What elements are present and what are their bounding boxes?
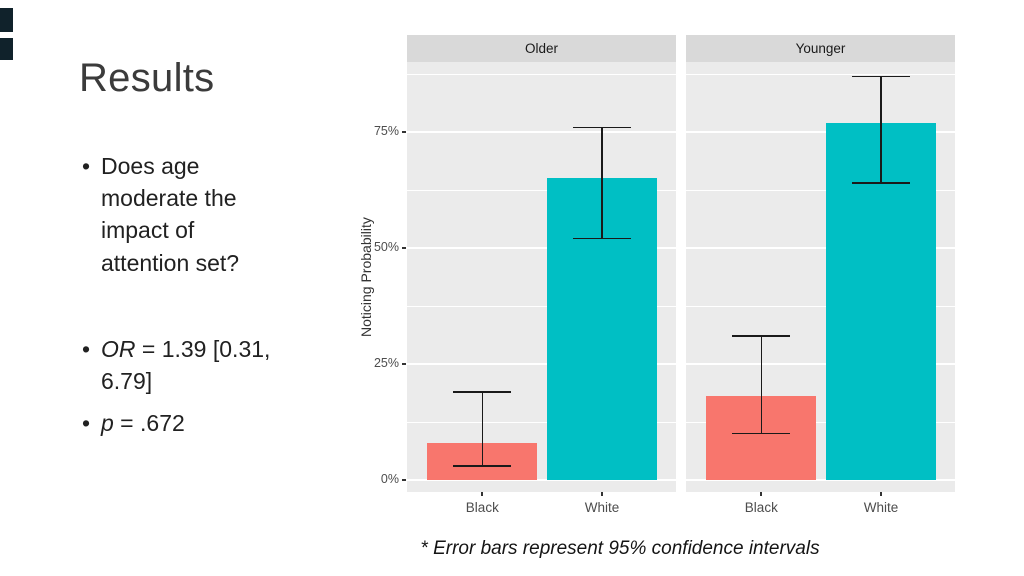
y-tick-label: 50% bbox=[373, 240, 399, 254]
error-bar-line bbox=[880, 76, 882, 184]
chart-footnote: * Error bars represent 95% confidence in… bbox=[420, 538, 820, 559]
major-gridline bbox=[686, 247, 955, 249]
bullet-text: = .672 bbox=[113, 410, 185, 437]
bullet-text-italic: OR bbox=[101, 335, 136, 362]
y-tick-mark bbox=[402, 479, 406, 481]
facet-panel: Older Black White bbox=[407, 35, 676, 522]
major-gridline bbox=[686, 363, 955, 365]
slide-title: Results bbox=[79, 56, 215, 100]
y-axis: 0% 25% 50% 75% bbox=[355, 35, 406, 522]
error-bar-cap bbox=[732, 335, 791, 337]
bullet-list: Does age moderate the impact of attentio… bbox=[82, 150, 282, 440]
minor-gridline bbox=[686, 421, 955, 423]
error-bar-cap bbox=[573, 237, 632, 240]
x-tick-label: Black bbox=[744, 500, 778, 515]
error-bar-line bbox=[481, 391, 484, 467]
error-bar-cap bbox=[453, 465, 512, 467]
x-tick-mark bbox=[481, 492, 484, 496]
facet-strip-label: Younger bbox=[686, 35, 955, 62]
bullet-text: = 1.39 [0.31, 6.79] bbox=[101, 335, 271, 394]
error-bar-cap bbox=[732, 432, 791, 435]
x-axis: Black White bbox=[686, 492, 955, 522]
facet-strip-label: Older bbox=[407, 35, 676, 62]
x-tick-label: Black bbox=[465, 500, 499, 515]
slide-edge-marker bbox=[0, 8, 13, 32]
bullet-item: OR = 1.39 [0.31, 6.79] bbox=[82, 333, 282, 397]
minor-gridline bbox=[407, 305, 676, 307]
minor-gridline bbox=[686, 189, 955, 191]
major-gridline bbox=[407, 131, 676, 133]
error-bar-cap bbox=[573, 126, 632, 129]
error-bar-cap bbox=[852, 182, 911, 184]
minor-gridline bbox=[407, 73, 676, 75]
minor-gridline bbox=[686, 305, 955, 307]
error-bar-line bbox=[760, 336, 763, 434]
x-axis: Black White bbox=[407, 492, 676, 522]
x-tick-label: White bbox=[863, 500, 899, 515]
plot-area bbox=[407, 62, 676, 492]
x-tick-mark bbox=[880, 492, 883, 496]
minor-gridline bbox=[686, 73, 955, 75]
bullet-text: Does age moderate the impact of attentio… bbox=[101, 153, 240, 276]
major-gridline bbox=[407, 479, 676, 481]
x-tick-mark bbox=[760, 492, 763, 496]
major-gridline bbox=[686, 131, 955, 133]
facet-panel: Younger Black White bbox=[686, 35, 955, 522]
bullet-text-italic: p bbox=[101, 410, 114, 437]
error-bar-cap bbox=[852, 75, 911, 78]
y-tick-label: 25% bbox=[373, 356, 399, 370]
minor-gridline bbox=[407, 421, 676, 423]
y-tick-mark bbox=[402, 247, 406, 249]
chart-panels: Older Black White Younger Black White bbox=[407, 35, 955, 522]
y-tick-label: 75% bbox=[373, 124, 399, 138]
bullet-item: p = .672 bbox=[82, 407, 282, 439]
major-gridline bbox=[407, 363, 676, 365]
major-gridline bbox=[686, 479, 955, 481]
error-bar-line bbox=[601, 127, 603, 239]
slide-edge-marker bbox=[0, 38, 13, 60]
x-tick-mark bbox=[601, 492, 604, 496]
y-tick-mark bbox=[402, 131, 406, 133]
major-gridline bbox=[407, 247, 676, 249]
y-tick-label: 0% bbox=[380, 472, 399, 486]
x-tick-label: White bbox=[584, 500, 620, 515]
faceted-bar-chart: Noticing Probability 0% 25% 50% 75% Older Bl… bbox=[355, 35, 955, 522]
bullet-item: Does age moderate the impact of attentio… bbox=[82, 150, 282, 279]
plot-area bbox=[686, 62, 955, 492]
y-tick-mark bbox=[402, 363, 406, 365]
minor-gridline bbox=[407, 189, 676, 191]
error-bar-cap bbox=[453, 391, 512, 393]
